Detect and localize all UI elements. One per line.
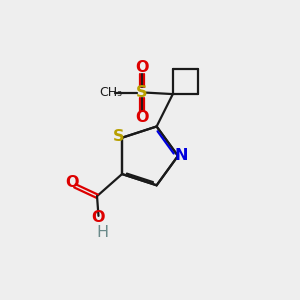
Text: N: N [175, 148, 188, 164]
Text: O: O [135, 110, 148, 125]
Text: CH₃: CH₃ [99, 86, 122, 99]
Text: S: S [136, 85, 148, 100]
Text: O: O [135, 60, 148, 75]
Text: O: O [92, 210, 105, 225]
Text: O: O [65, 175, 79, 190]
Text: S: S [113, 129, 125, 144]
Text: H: H [97, 225, 109, 240]
